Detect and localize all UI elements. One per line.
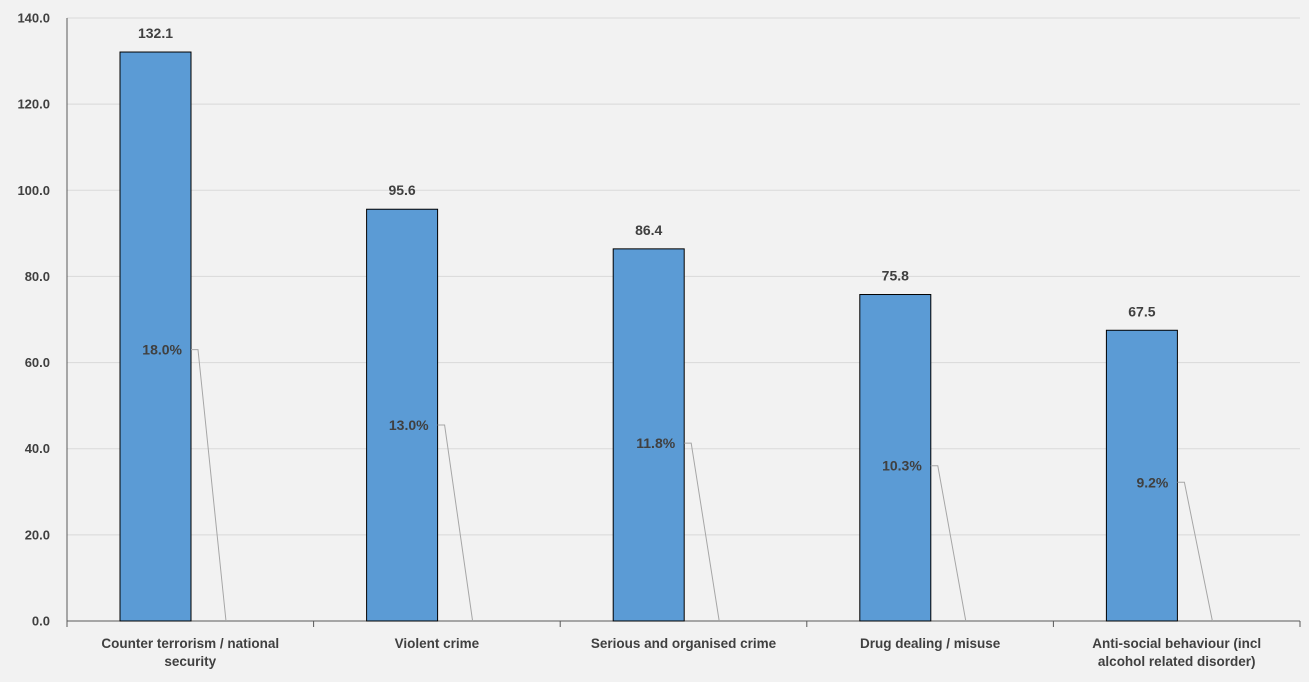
category-label: Serious and organised crime (591, 636, 777, 651)
category-label: Counter terrorism / national (101, 636, 279, 651)
y-tick-label: 140.0 (17, 11, 50, 26)
category-label: Anti-social behaviour (incl (1092, 636, 1261, 651)
bar (1105, 329, 1178, 622)
bar (612, 248, 685, 622)
category-label: security (164, 654, 216, 669)
y-tick-label: 120.0 (17, 97, 50, 112)
bar-value-label: 75.8 (882, 268, 909, 284)
share-label: 18.0% (142, 342, 182, 358)
bar-value-label: 86.4 (635, 222, 662, 238)
category-label: Violent crime (395, 636, 480, 651)
bar-value-label: 132.1 (138, 25, 173, 41)
bar (119, 51, 192, 622)
share-label: 13.0% (389, 417, 429, 433)
y-tick-label: 100.0 (17, 183, 50, 198)
y-tick-label: 80.0 (25, 269, 50, 284)
share-label: 10.3% (882, 458, 922, 474)
share-label: 11.8% (636, 435, 675, 451)
bar (366, 208, 439, 622)
bar-value-label: 67.5 (1128, 303, 1155, 319)
bar (859, 294, 932, 622)
leader-line (930, 465, 967, 622)
leader-line (684, 442, 720, 622)
y-tick-label: 40.0 (25, 441, 50, 456)
y-tick-label: 0.0 (32, 614, 50, 629)
y-tick-label: 60.0 (25, 355, 50, 370)
leader-line (1177, 481, 1213, 622)
category-label: alcohol related disorder) (1098, 654, 1256, 669)
leader-line (437, 424, 474, 622)
leader-line (191, 349, 227, 622)
y-tick-label: 20.0 (25, 527, 50, 542)
bar-value-label: 95.6 (388, 182, 415, 198)
share-label: 9.2% (1136, 474, 1168, 490)
category-label: Drug dealing / misuse (860, 636, 1001, 651)
